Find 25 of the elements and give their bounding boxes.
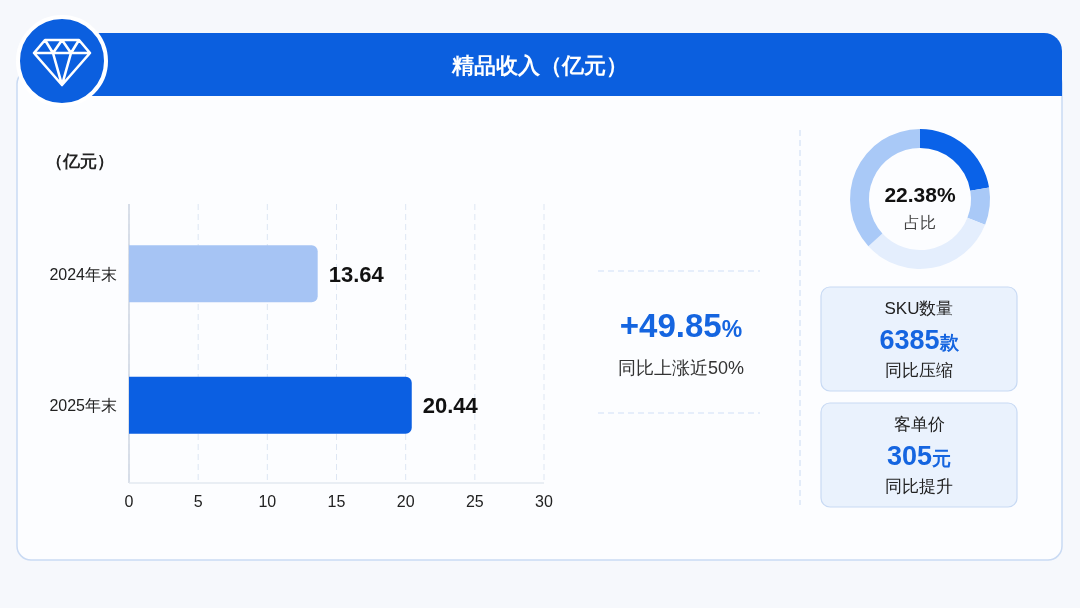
- text: SKU数量: [884, 299, 954, 318]
- x-tick-label: 5: [193, 493, 203, 510]
- x-axis-title: （亿元）: [46, 152, 114, 171]
- x-tick-label: 25: [465, 493, 484, 510]
- text: 6385款: [879, 325, 960, 355]
- donut-slice: [967, 187, 990, 225]
- text: +49.85%: [619, 307, 743, 344]
- x-tick-label: 0: [124, 493, 134, 510]
- y-tick-label: 2025年末: [49, 397, 117, 415]
- text: 同比提升: [885, 477, 953, 496]
- x-tick-label: 15: [327, 493, 346, 510]
- text: 22.38%: [884, 183, 956, 206]
- data-label: 13.64: [328, 261, 385, 287]
- text: 305元: [886, 441, 952, 471]
- text: 客单价: [893, 415, 945, 434]
- x-tick-label: 20: [396, 493, 415, 510]
- text: 同比上涨近50%: [617, 358, 745, 378]
- x-tick-label: 30: [535, 493, 553, 510]
- data-label: 20.44: [422, 393, 479, 419]
- donut-slice: [868, 217, 986, 269]
- text: 占比: [904, 214, 936, 231]
- chart-title: 精品收入（亿元）: [451, 53, 628, 78]
- x-tick-label: 10: [258, 493, 277, 510]
- y-tick-label: 2024年末: [49, 265, 117, 283]
- text: 同比压缩: [885, 361, 953, 380]
